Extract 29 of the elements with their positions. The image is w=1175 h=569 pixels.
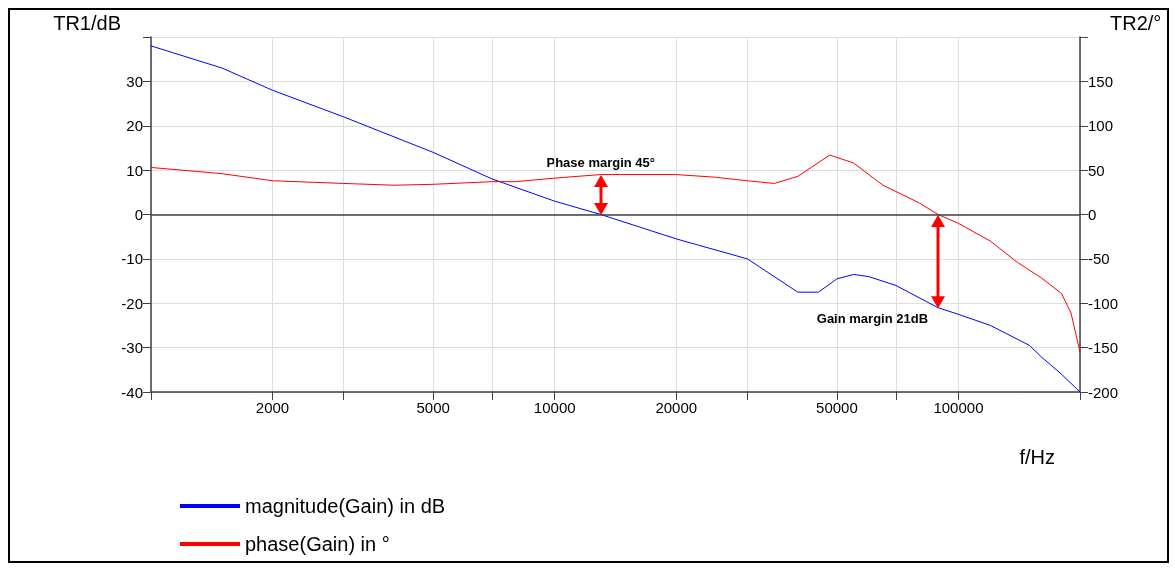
y-tick-label: -10 [121, 250, 143, 268]
legend-label: phase(Gain) in ° [245, 533, 390, 555]
y2-tick-label: 150 [1088, 72, 1114, 90]
y-tick-label: -40 [121, 383, 143, 401]
x-tick-label: 20000 [655, 399, 698, 416]
annotation: Gain margin 21dB [816, 310, 929, 326]
legend-label: magnitude(Gain) in dB [245, 495, 446, 517]
y2-tick-label: 0 [1088, 206, 1097, 223]
x-tick-label: 10000 [533, 399, 576, 416]
y-tick-label: -30 [121, 339, 143, 357]
x-tick-label: 5000 [416, 399, 450, 416]
y-axis-title: TR1/dB [53, 12, 121, 34]
annotation: Phase margin 45° [546, 154, 655, 170]
y-tick-label: 0 [134, 206, 143, 223]
x-tick-label: 2000 [255, 399, 290, 416]
y-tick-label: 10 [126, 161, 143, 179]
y2-tick-label: 100 [1088, 117, 1114, 135]
y2-tick-label: 50 [1088, 161, 1105, 179]
y2-tick-label: -200 [1088, 383, 1119, 401]
x-tick-label: 50000 [816, 399, 858, 416]
y-tick-label: 20 [126, 117, 143, 135]
y2-tick-label: -100 [1088, 294, 1119, 312]
x-axis-title: f/Hz [1019, 446, 1056, 468]
y2-tick-label: -150 [1088, 339, 1119, 357]
y2-axis-title: TR2/° [1110, 12, 1162, 34]
x-tick-label: 100000 [933, 399, 984, 416]
y-tick-label: 30 [126, 72, 143, 90]
y2-tick-label: -50 [1088, 250, 1110, 268]
y-tick-label: -20 [121, 294, 143, 312]
